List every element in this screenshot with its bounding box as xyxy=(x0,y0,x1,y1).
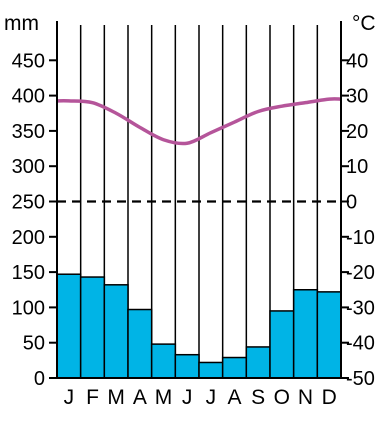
right-tick-label: 0 xyxy=(346,192,357,214)
precipitation-bar xyxy=(198,361,224,379)
left-tick-label: 100 xyxy=(12,297,45,319)
left-tick-label: 50 xyxy=(23,333,45,355)
month-label: M xyxy=(155,386,173,409)
right-tick-label: -10 xyxy=(346,227,375,249)
precipitation-bar xyxy=(56,273,82,379)
chart-axes: 050100150200250300350400450-50-40-30-20-… xyxy=(12,21,375,409)
left-tick-label: 200 xyxy=(12,227,45,249)
left-tick-label: 400 xyxy=(12,86,45,108)
right-tick-label: 10 xyxy=(346,156,368,178)
precipitation-bar xyxy=(221,356,248,379)
precipitation-bar xyxy=(245,346,271,379)
left-axis-unit-label: mm xyxy=(4,12,39,35)
month-label: S xyxy=(251,386,265,409)
month-label: A xyxy=(133,386,147,409)
left-tick-label: 350 xyxy=(12,121,45,143)
left-tick-label: 450 xyxy=(12,50,45,72)
precipitation-bar xyxy=(127,308,153,379)
month-label: J xyxy=(64,386,75,409)
precipitation-bar xyxy=(316,291,342,379)
month-label: N xyxy=(298,386,313,409)
month-label: J xyxy=(206,386,217,409)
precipitation-bar xyxy=(174,353,200,379)
right-tick-label: -40 xyxy=(346,333,375,355)
right-tick-label: 30 xyxy=(346,86,368,108)
precipitation-bar xyxy=(292,289,319,379)
precipitation-bar xyxy=(79,276,106,379)
left-tick-label: 250 xyxy=(12,192,45,214)
precipitation-bar xyxy=(269,310,295,379)
precipitation-bar xyxy=(150,343,177,379)
temperature-line xyxy=(56,97,342,146)
month-label: M xyxy=(107,386,125,409)
month-label: A xyxy=(227,386,241,409)
left-tick-label: 300 xyxy=(12,156,45,178)
left-tick-label: 150 xyxy=(12,262,45,284)
month-label: F xyxy=(86,386,99,409)
right-tick-label: 40 xyxy=(346,50,368,72)
right-tick-label: -50 xyxy=(346,368,375,390)
month-label: O xyxy=(274,386,290,409)
right-tick-label: 20 xyxy=(346,121,368,143)
right-axis-unit-label: °C xyxy=(352,12,376,35)
right-tick-label: -30 xyxy=(346,297,375,319)
month-label: D xyxy=(322,386,337,409)
left-tick-label: 0 xyxy=(34,368,45,390)
precipitation-bar xyxy=(103,284,129,379)
right-tick-label: -20 xyxy=(346,262,375,284)
month-label: J xyxy=(182,386,193,409)
temperature-curve xyxy=(56,97,342,146)
